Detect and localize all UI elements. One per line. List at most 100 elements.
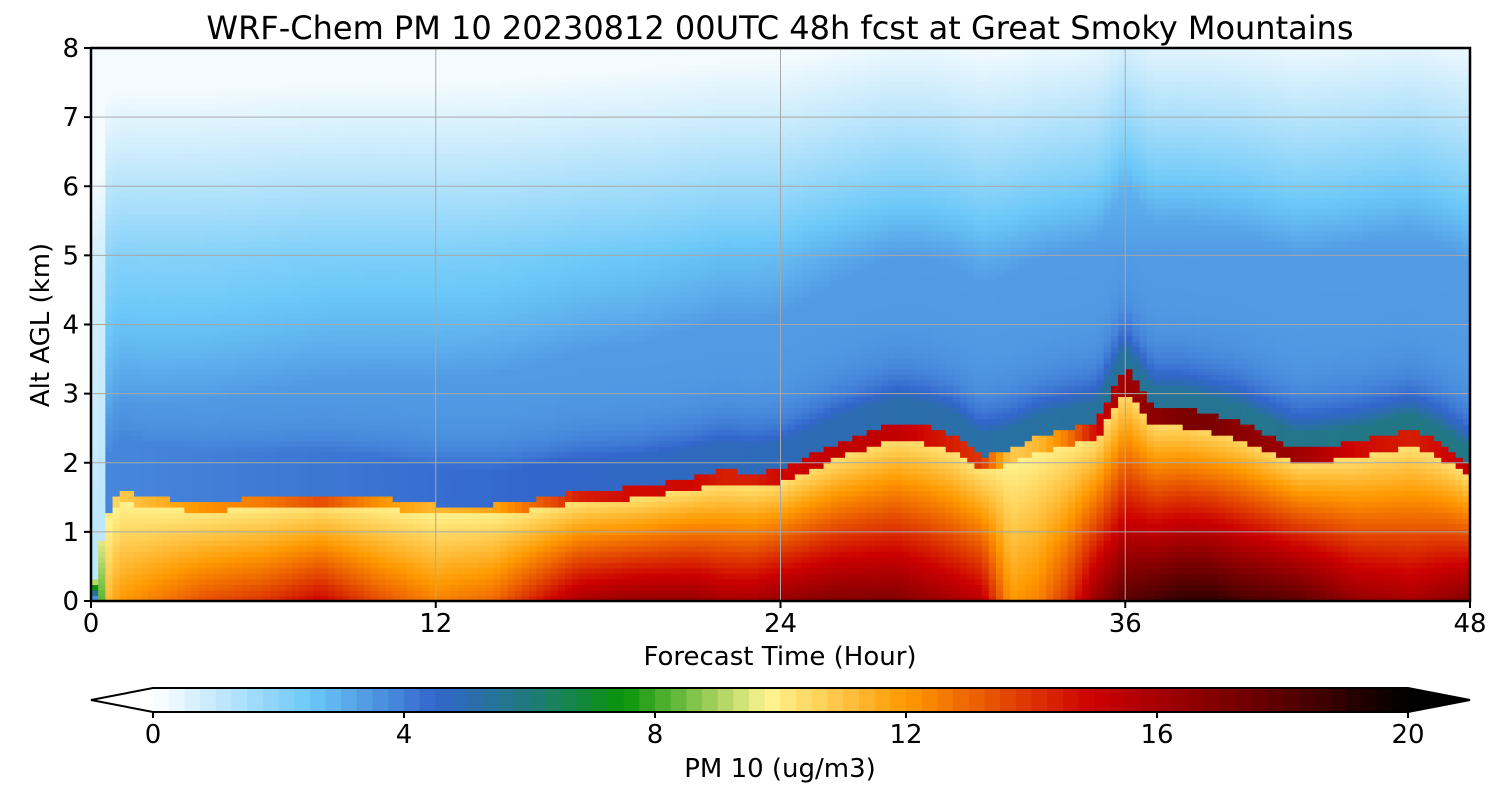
field-cell [378, 512, 387, 519]
field-cell [335, 247, 343, 254]
field-cell [385, 103, 394, 110]
field-cell [349, 473, 358, 480]
field-cell [263, 108, 272, 115]
field-cell [442, 451, 451, 458]
field-cell [205, 258, 214, 265]
field-cell [399, 495, 408, 503]
field-cell [184, 247, 193, 254]
field-cell [335, 158, 343, 165]
field-cell [198, 236, 207, 243]
field-cell [407, 440, 415, 447]
field-cell [177, 512, 185, 519]
field-cell [277, 81, 286, 88]
field-cell [328, 495, 336, 503]
field-cell [119, 81, 128, 88]
field-cell [421, 318, 430, 326]
field-cell [277, 523, 286, 530]
field-cell [119, 451, 128, 458]
field-cell [241, 236, 250, 243]
field-cell [277, 153, 286, 160]
field-cell [442, 86, 451, 93]
field-cell [155, 462, 164, 469]
field-cell [392, 562, 401, 569]
field-cell [407, 545, 415, 552]
field-cell [414, 191, 422, 198]
field-cell [421, 247, 430, 254]
field-cell [148, 119, 157, 127]
field-cell [198, 346, 207, 353]
field-cell [335, 346, 343, 353]
field-cell [134, 175, 142, 182]
field-cell [378, 280, 387, 287]
field-cell [342, 59, 351, 66]
field-cell [162, 169, 171, 176]
field-cell [277, 274, 286, 281]
field-cell [292, 136, 300, 143]
field-cell [234, 230, 243, 237]
field-cell [342, 70, 351, 77]
field-cell [328, 53, 336, 60]
field-cell [363, 424, 372, 431]
field-cell [148, 291, 157, 298]
field-cell [320, 169, 329, 176]
field-cell [119, 318, 128, 326]
field-cell [227, 186, 236, 193]
field-cell [234, 153, 243, 160]
field-cell [170, 523, 178, 530]
field-cell [241, 274, 250, 281]
field-cell [407, 219, 415, 226]
field-cell [378, 490, 387, 497]
field-cell [191, 247, 200, 254]
field-cell [213, 418, 221, 425]
field-cell [241, 468, 250, 475]
field-cell [385, 213, 394, 221]
field-cell [241, 435, 250, 442]
field-cell [227, 169, 236, 176]
field-cell [435, 484, 444, 491]
field-cell [363, 512, 372, 519]
field-cell [363, 562, 372, 569]
field-cell [105, 473, 114, 480]
field-cell [378, 119, 387, 127]
field-cell [256, 374, 264, 381]
field-cell [292, 396, 300, 403]
field-cell [378, 401, 387, 409]
field-cell [220, 208, 229, 215]
field-cell [356, 103, 365, 110]
field-cell [170, 153, 178, 160]
field-cell [256, 97, 264, 104]
field-cell [91, 136, 99, 143]
field-cell [141, 352, 150, 359]
field-cell [263, 302, 272, 309]
field-cell [399, 368, 408, 375]
field-cell [342, 213, 351, 221]
field-cell [342, 346, 351, 353]
field-cell [435, 224, 444, 232]
field-cell [134, 518, 142, 525]
field-cell [198, 440, 207, 447]
field-cell [155, 158, 164, 165]
field-cell [292, 108, 300, 115]
field-cell [371, 175, 379, 182]
field-cell [241, 341, 250, 348]
field-cell [284, 48, 293, 55]
field-cell [378, 335, 387, 342]
field-cell [414, 70, 422, 77]
field-cell [126, 119, 135, 127]
field-cell [385, 578, 394, 586]
field-cell [378, 589, 387, 597]
field-cell [292, 545, 300, 552]
field-cell [399, 429, 408, 436]
field-cell [371, 213, 379, 221]
field-cell [356, 125, 365, 132]
field-cell [371, 556, 379, 563]
field-cell [356, 175, 365, 182]
field-cell [306, 534, 315, 541]
field-cell [170, 318, 178, 326]
field-cell [126, 59, 135, 66]
field-cell [428, 53, 437, 60]
field-cell [134, 429, 142, 436]
field-cell [428, 175, 437, 182]
field-cell [177, 330, 185, 337]
field-cell [205, 429, 214, 436]
